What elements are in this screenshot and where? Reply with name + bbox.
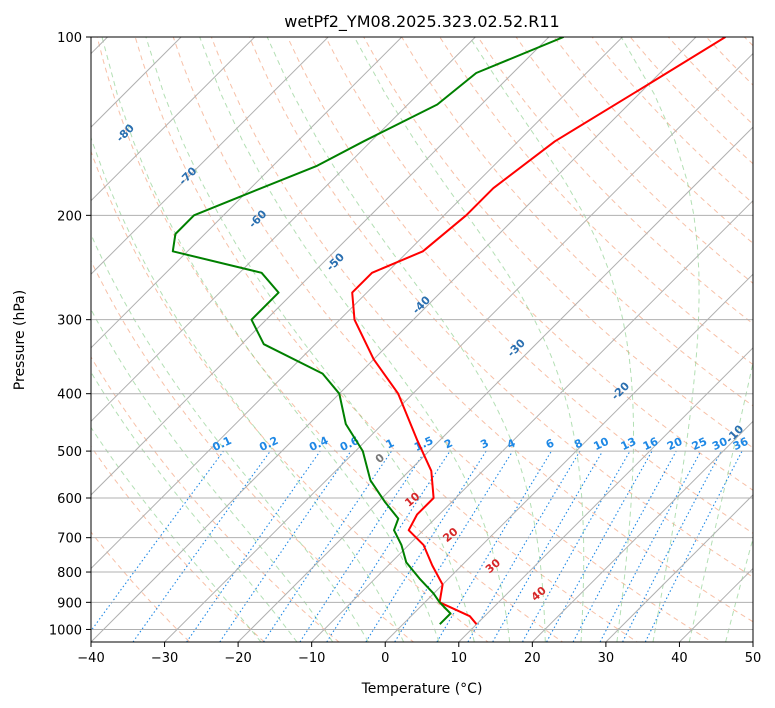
isotherm-line [605, 494, 753, 642]
isotherm-line [91, 37, 329, 275]
mixing-ratio-line [546, 450, 653, 642]
moist-adiabat-line [620, 37, 700, 642]
y-tick-label: 100 [57, 31, 82, 46]
isotherm-line [384, 273, 753, 642]
x-tick-label: −10 [298, 651, 325, 666]
mixing-ratio-line [219, 450, 352, 642]
isotherm-line [164, 52, 753, 642]
mixing-ratio-line [572, 450, 677, 642]
mixing-ratio-label: 36 [731, 435, 751, 453]
moist-adiabat-line [145, 37, 475, 642]
isotherm-line [752, 641, 753, 642]
plot-area: 0.1 0.2 0.4 0.6 1 1.5 2 3 4 6 8 10 13 16 20 25 30 36 -100… [6, 33, 753, 642]
moist-adiabat-line [91, 233, 369, 642]
x-tick-label: −30 [151, 651, 178, 666]
mixing-ratio-line [644, 450, 743, 642]
mixing-ratio-label: 13 [619, 435, 638, 453]
y-tick-label: 300 [57, 314, 82, 329]
dry-adiabat-line [439, 37, 753, 366]
y-tick-label: 500 [57, 445, 82, 460]
moist-adiabat-line [266, 37, 546, 642]
mixing-ratio-line [186, 450, 321, 642]
y-tick-label: 800 [57, 566, 82, 581]
dry-adiabat-line [91, 356, 340, 642]
mixing-ratio-label: 25 [690, 435, 709, 453]
series-layer [171, 37, 726, 625]
isotherm-line [91, 37, 697, 642]
mixing-ratio-line [326, 450, 451, 642]
y-axis-title: Pressure (hPa) [12, 290, 28, 390]
y-tick-label: 600 [57, 492, 82, 507]
isotherm-line [531, 420, 753, 642]
mixing-ratio-label: 20 [665, 435, 685, 453]
dry-adiabat-line [325, 37, 753, 491]
moist-adiabat-line [91, 135, 405, 642]
mixing-ratio-label: 10 [591, 435, 611, 453]
y-tick-label: 1000 [49, 623, 82, 638]
moist-adiabat-line [353, 37, 585, 642]
x-tick-label: 20 [524, 651, 541, 666]
moist-adiabat-line [91, 426, 262, 642]
moist-adiabat-line [101, 37, 440, 642]
dry-adiabat-label: -90 [58, 78, 81, 101]
mixing-ratio-line [91, 450, 224, 632]
moist-adiabat-line [91, 371, 298, 642]
chart-title: wetPf2_YM08.2025.323.02.52.R11 [284, 12, 559, 32]
isotherm-line [458, 347, 753, 642]
mixing-ratio-line [263, 450, 392, 642]
mixing-ratio-line [394, 450, 514, 642]
isotherm-line [91, 37, 476, 423]
isotherm-line [237, 126, 753, 642]
mixing-ratio-line [299, 450, 426, 642]
isotherm-line [91, 37, 403, 349]
isotherm-line [311, 199, 753, 642]
y-tick-label: 200 [57, 209, 82, 224]
x-tick-label: 0 [381, 651, 389, 666]
x-tick-label: 40 [671, 651, 688, 666]
grid-lines [91, 37, 753, 642]
x-tick-label: 30 [598, 651, 615, 666]
x-tick-label: −40 [77, 651, 104, 666]
dewpoint-line [171, 37, 564, 625]
isotherm-line [91, 37, 256, 202]
dry-adiabat-line [96, 37, 564, 642]
y-axis: 1000 900 800 700 600 500 400 300 200 100 [49, 31, 91, 638]
dry-adiabat-line [91, 150, 489, 642]
x-axis-title: Temperature (°C) [361, 681, 483, 697]
temperature-line [351, 37, 726, 625]
x-tick-label: 50 [745, 651, 762, 666]
x-axis: −40 −30 −20 −10 0 10 20 30 40 50 [77, 642, 761, 666]
mixing-ratio-line [132, 450, 271, 642]
plot-frame [90, 36, 754, 643]
isotherm-line [91, 37, 623, 570]
x-tick-label: −20 [224, 651, 251, 666]
y-tick-label: 400 [57, 388, 82, 403]
mixing-ratio-label: 16 [641, 435, 661, 453]
y-tick-label: 900 [57, 596, 82, 611]
mixing-ratio-label: 30 [710, 435, 730, 453]
dry-adiabat-label: -100 [6, 33, 35, 62]
isotherm-line [91, 37, 550, 496]
dry-adiabat-line [91, 259, 415, 642]
dry-adiabat-line [134, 37, 639, 642]
x-tick-label: 10 [451, 651, 468, 666]
y-tick-label: 700 [57, 532, 82, 547]
mixing-ratio-line [522, 450, 631, 642]
